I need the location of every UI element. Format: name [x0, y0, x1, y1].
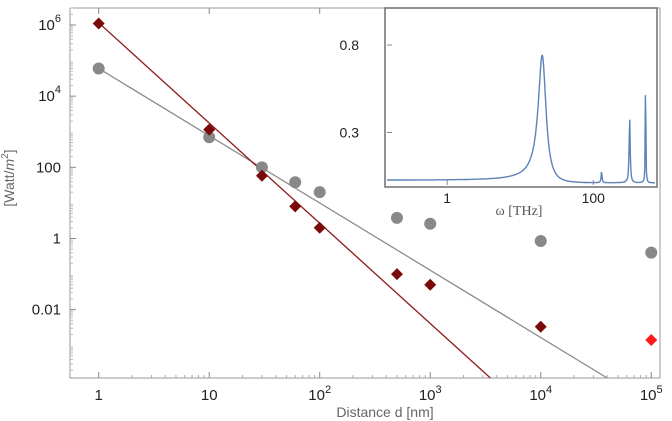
data-point-circle — [203, 131, 216, 144]
x-tick-label: 105 — [640, 384, 663, 404]
x-tick-label: 1 — [95, 387, 103, 404]
data-point-diamond — [92, 17, 105, 30]
data-point-circle — [390, 211, 403, 224]
y-axis-label: [Watt/m2] — [0, 149, 17, 206]
data-point-diamond — [203, 123, 216, 136]
inset-x-tick-label: 100 — [582, 190, 606, 206]
plot-frame — [69, 7, 661, 379]
inset-spectrum-line — [387, 54, 655, 184]
data-point-diamond — [390, 268, 403, 281]
data-point-circle — [255, 161, 268, 174]
x-tick-label: 103 — [419, 384, 442, 404]
y-tick-label: 100 — [36, 159, 61, 176]
y-tick-label: 1 — [53, 230, 61, 247]
data-point-circle — [424, 217, 437, 230]
fit-line — [98, 22, 491, 378]
inset-plot: 1 100 0.3 0.8 ω [THz] — [340, 7, 658, 219]
y-tick-label: 106 — [38, 13, 61, 34]
data-point-diamond — [645, 334, 658, 347]
data-point-circle — [645, 246, 658, 259]
x-tick-label: 102 — [308, 384, 331, 404]
inset-x-tick-label: 1 — [443, 190, 451, 206]
main-plot: 1 10 102 103 104 105 0.01 1 100 104 106 Distance d … — [0, 7, 663, 420]
data-point-circle — [92, 62, 105, 75]
data-point-circle — [534, 234, 547, 247]
data-point-diamond — [255, 169, 268, 182]
inset-y-tick-label: 0.3 — [340, 125, 360, 141]
data-point-circle — [289, 176, 302, 189]
data-point-diamond — [534, 320, 547, 333]
x-tick-label: 104 — [529, 384, 552, 404]
inset-frame — [384, 7, 658, 188]
y-tick-label: 104 — [38, 84, 61, 105]
x-tick-label: 10 — [201, 387, 218, 404]
data-point-diamond — [313, 221, 326, 234]
x-axis-label: Distance d [nm] — [336, 404, 433, 420]
inset-y-tick-label: 0.8 — [340, 37, 360, 53]
data-point-circle — [313, 186, 326, 199]
y-tick-label: 0.01 — [32, 302, 61, 319]
inset-x-axis-label: ω [THz] — [496, 204, 543, 219]
data-point-diamond — [424, 278, 437, 291]
fit-line — [98, 67, 608, 378]
data-point-diamond — [289, 200, 302, 213]
